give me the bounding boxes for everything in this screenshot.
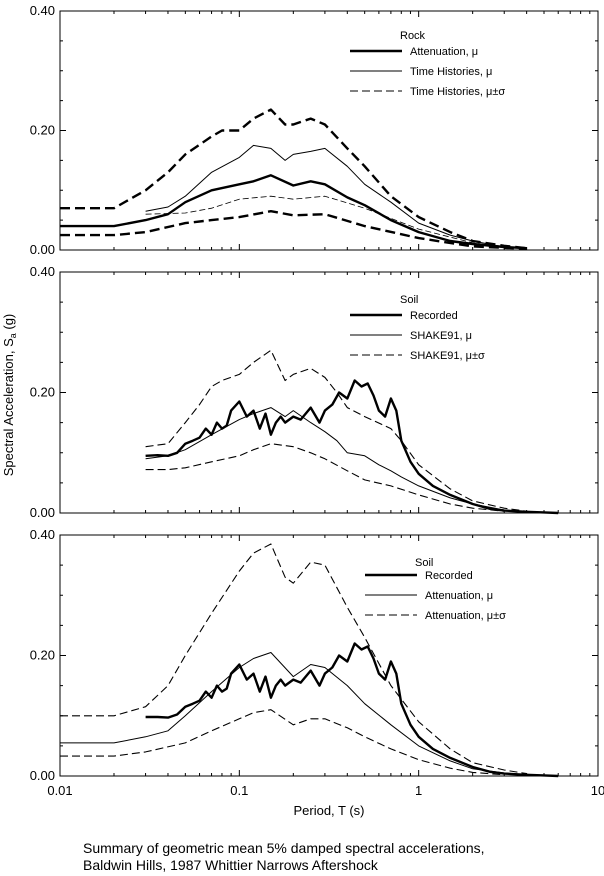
chart-panel-1: 0.00 0.20 0.40 Rock Attenuation, μ Time Histo…	[30, 3, 599, 257]
series-line-5	[145, 195, 505, 248]
series-line-3	[60, 543, 527, 775]
y-tick-label: 0.20	[30, 648, 55, 663]
y-tick-label: 0.20	[30, 123, 55, 138]
legend-label: Attenuation, μ	[410, 46, 478, 58]
series-line-1	[145, 642, 559, 778]
legend-label: SHAKE91, μ	[410, 330, 472, 342]
y-tick-label: 0.40	[30, 527, 55, 542]
series-line-4	[145, 443, 505, 512]
legend-label: SHAKE91, μ±σ	[410, 350, 485, 362]
y-tick-label: 0.40	[30, 3, 55, 18]
y-tick-label: 0.00	[30, 768, 55, 783]
x-tick-label: 0.1	[230, 783, 248, 798]
series-line-2	[145, 144, 505, 248]
y-tick-label: 0.00	[30, 505, 55, 520]
legend-title: Soil	[400, 294, 418, 306]
series-line-1	[60, 174, 527, 250]
series-line-1	[145, 379, 559, 515]
legend-title: Rock	[400, 30, 426, 42]
plot-frame	[59, 10, 599, 251]
figure-caption-line-2: Baldwin Hills, 1987 Whittier Narrows Aft…	[83, 857, 378, 873]
plot-frame	[59, 271, 599, 514]
legend-label: Recorded	[410, 310, 458, 322]
plot-frame	[59, 534, 599, 777]
legend-label: Attenuation, μ	[425, 590, 493, 602]
x-tick-label: 10	[591, 783, 604, 798]
legend-label: Time Histories, μ±σ	[410, 86, 505, 98]
x-tick-label: 1	[415, 783, 422, 798]
figure-caption-line-1: Summary of geometric mean 5% damped spec…	[83, 840, 485, 856]
series-line-4	[60, 209, 527, 250]
series-line-2	[60, 652, 527, 776]
y-tick-label: 0.20	[30, 385, 55, 400]
chart-panel-2: 0.00 0.20 0.40 Soil Recorded SHAKE91, μ SHAKE9…	[30, 264, 599, 520]
series-line-2	[145, 407, 527, 513]
x-tick-label: 0.01	[47, 783, 72, 798]
legend-label: Attenuation, μ±σ	[425, 610, 506, 622]
series-line-3	[145, 349, 527, 512]
y-tick-label: 0.00	[30, 242, 55, 257]
series-line-3	[60, 108, 527, 250]
y-axis-label: Spectral Acceleration, Sa (g)	[1, 314, 18, 477]
spectral-acceleration-figure: 0.00 0.20 0.40 Rock Attenuation, μ Time Histo…	[1, 3, 604, 818]
legend-label: Time Histories, μ	[410, 66, 492, 78]
series-line-4	[60, 709, 505, 776]
legend-label: Recorded	[425, 570, 473, 582]
y-tick-label: 0.40	[30, 264, 55, 279]
x-axis-label: Period, T (s)	[293, 803, 364, 818]
legend-title: Soil	[415, 557, 433, 569]
